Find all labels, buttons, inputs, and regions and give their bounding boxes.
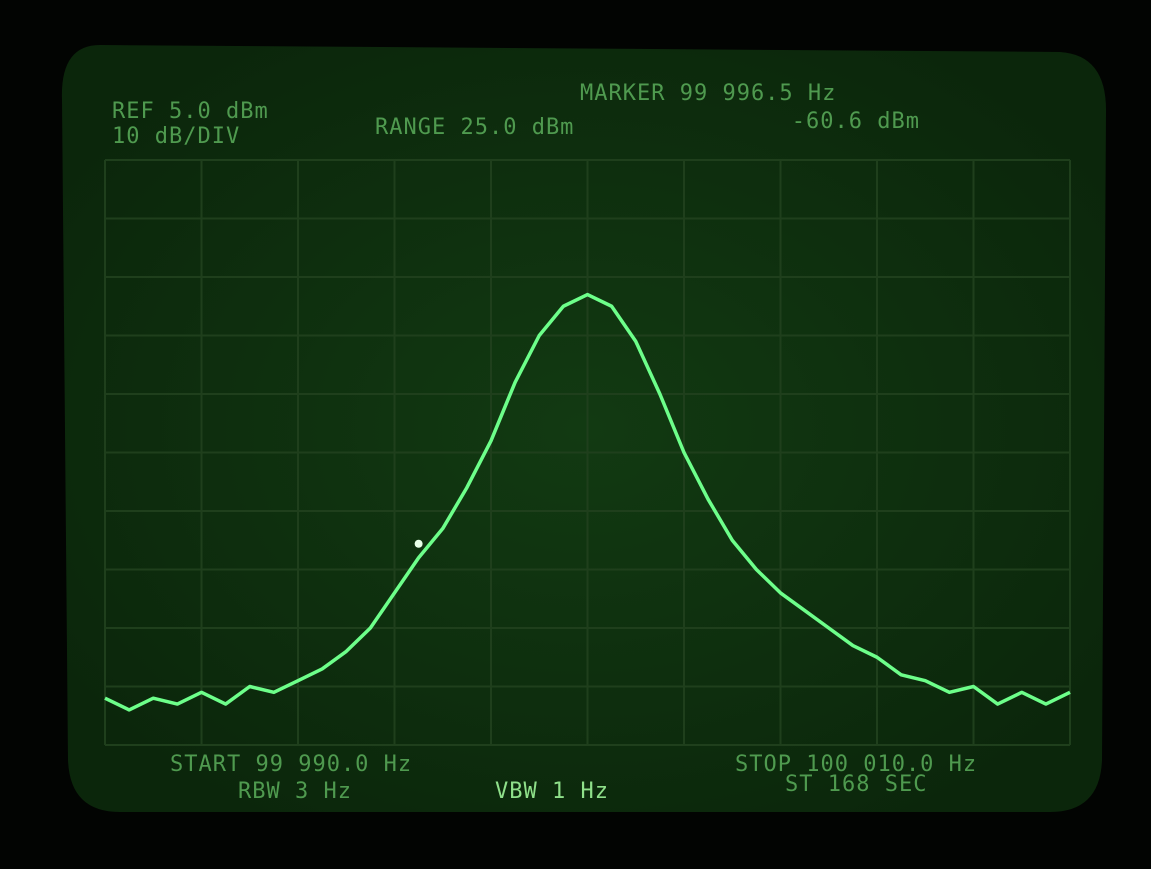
rbw: RBW 3 Hz: [238, 779, 352, 804]
start-frequency: START 99 990.0 Hz: [170, 752, 412, 777]
range: RANGE 25.0 dBm: [375, 115, 574, 140]
marker-level: -60.6 dBm: [792, 109, 920, 134]
ref-level: REF 5.0 dBm: [112, 99, 269, 124]
vbw: VBW 1 Hz: [495, 779, 609, 804]
marker-dot: [415, 540, 423, 548]
marker-frequency: MARKER 99 996.5 Hz: [580, 81, 836, 106]
screen-photo: REF 5.0 dBm 10 dB/DIV RANGE 25.0 dBm MAR…: [0, 0, 1151, 869]
scale: 10 dB/DIV: [112, 124, 240, 149]
sweep-time: ST 168 SEC: [785, 772, 927, 797]
